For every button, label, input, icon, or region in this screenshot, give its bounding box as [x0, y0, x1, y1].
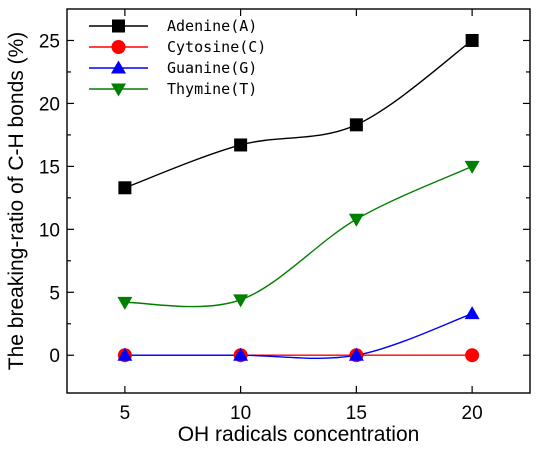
legend-marker [111, 40, 126, 54]
axis-ticks [67, 9, 530, 393]
data-point-thymine-t [117, 296, 133, 310]
legend-marker [111, 60, 126, 74]
legend-label: Adenine(A) [167, 17, 257, 35]
data-point-guanine-g [233, 347, 249, 361]
legend: Adenine(A) Cytosine(C) Guanine(G) Thymine(T… [89, 17, 266, 98]
y-tick-label: 25 [39, 31, 60, 52]
data-point-thymine-t [464, 160, 480, 174]
legend-label: Cytosine(C) [167, 38, 266, 56]
series-line-adenine-a [124, 39, 473, 189]
series-line-thymine-t [124, 165, 473, 308]
data-point-thymine-t [348, 213, 364, 227]
data-point-adenine-a [118, 181, 132, 195]
series-line-guanine-g [124, 313, 473, 359]
y-axis-title: The breaking-ratio of C-H bonds (%) [5, 32, 28, 370]
data-point-adenine-a [234, 138, 248, 152]
y-tick-label: 10 [39, 220, 60, 241]
data-point-guanine-g [348, 347, 364, 361]
plot-frame [66, 8, 531, 394]
series-markers [117, 33, 480, 363]
x-axis-title: OH radicals concentration [178, 423, 420, 446]
axis-tick-labels: 5 10 15 20 0 5 10 15 20 25 [39, 31, 483, 424]
data-point-guanine-g [117, 347, 133, 361]
x-tick-label: 10 [230, 403, 251, 424]
data-point-adenine-a [349, 118, 363, 132]
y-tick-label: 15 [39, 157, 60, 178]
legend-label: Guanine(G) [167, 59, 257, 77]
y-tick-label: 20 [39, 94, 60, 115]
x-tick-label: 5 [120, 403, 131, 424]
legend-label: Thymine(T) [167, 80, 257, 98]
data-point-cytosine-c [465, 348, 480, 363]
x-tick-label: 20 [462, 403, 483, 424]
y-tick-label: 0 [49, 346, 60, 367]
x-tick-label: 15 [346, 403, 367, 424]
data-point-adenine-a [465, 33, 479, 47]
legend-marker [111, 83, 126, 97]
series-curves [124, 39, 473, 359]
data-point-guanine-g [464, 306, 480, 320]
data-point-thymine-t [233, 294, 249, 308]
legend-marker [112, 19, 125, 33]
y-tick-label: 5 [49, 283, 60, 304]
